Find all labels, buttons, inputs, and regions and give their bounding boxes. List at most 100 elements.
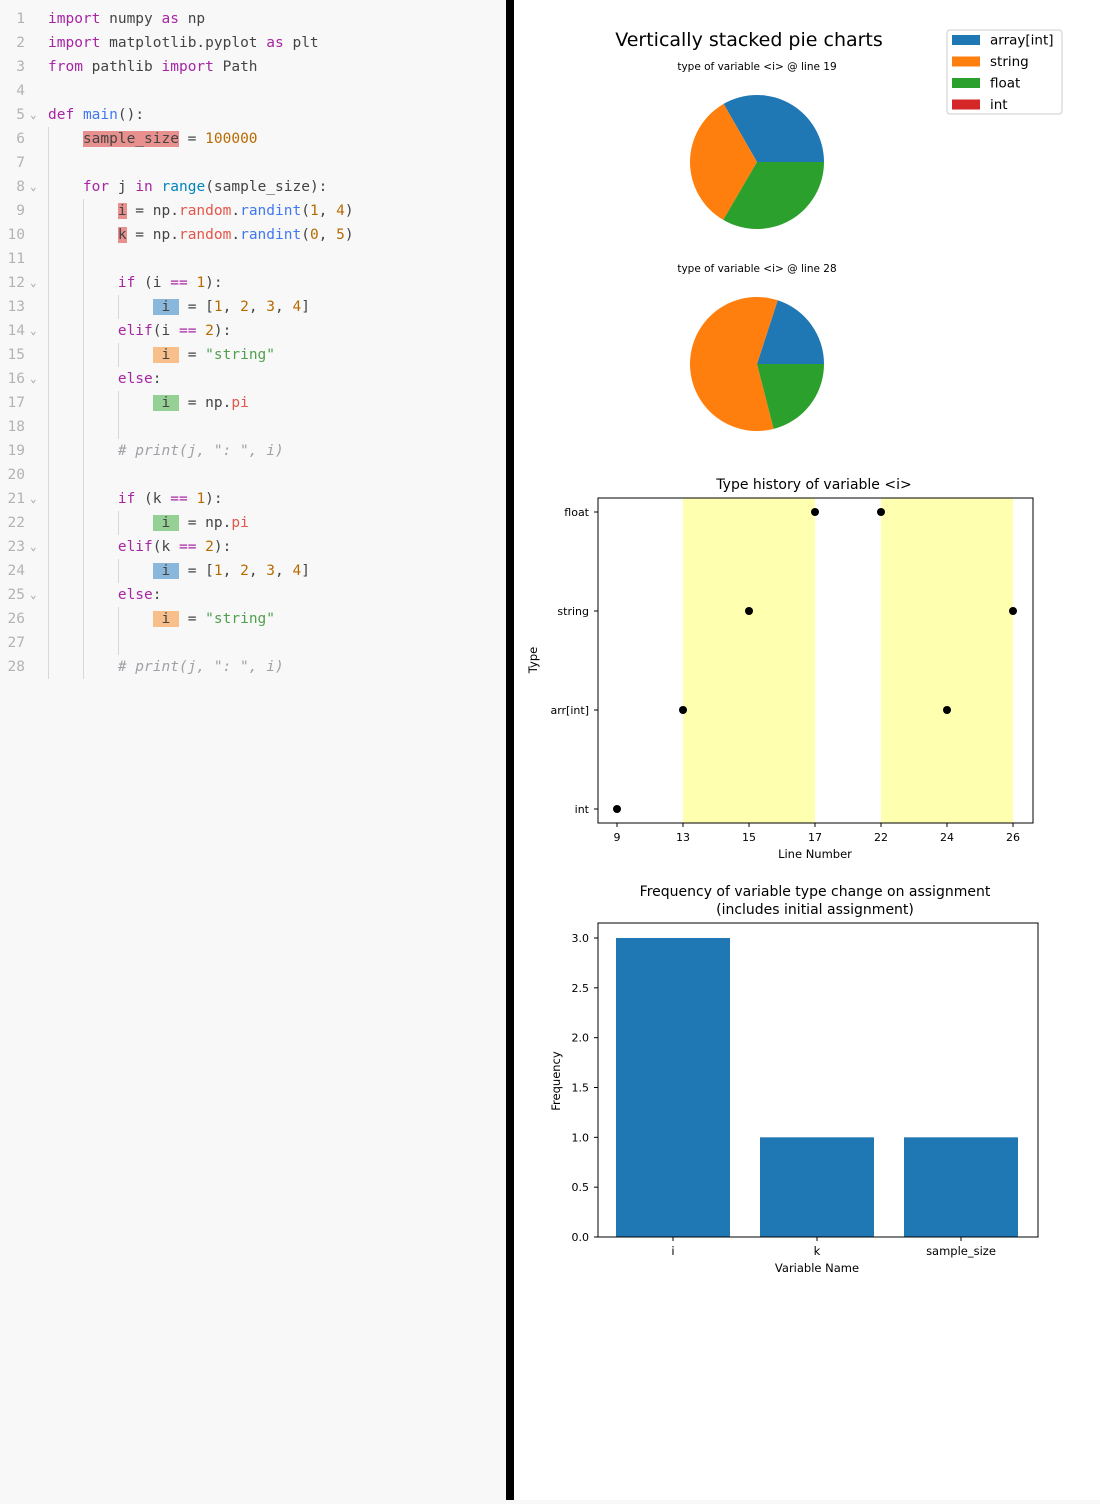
code-token: "string" bbox=[205, 611, 276, 627]
code-token: pi bbox=[231, 515, 249, 531]
code-line[interactable]: 28 # print(j, ": ", i) bbox=[0, 655, 506, 679]
code-token: randint bbox=[240, 203, 302, 219]
code-token bbox=[48, 563, 153, 579]
code-line[interactable]: 7 bbox=[0, 151, 506, 175]
code-line[interactable]: 10 k = np.random.randint(0, 5) bbox=[0, 223, 506, 247]
code-line[interactable]: 25 ⌄ else: bbox=[0, 583, 506, 607]
code-line[interactable]: 4 bbox=[0, 79, 506, 103]
code-token: = bbox=[178, 611, 206, 627]
line-number: 7 bbox=[16, 155, 25, 171]
code-line[interactable]: 19 # print(j, ": ", i) bbox=[0, 439, 506, 463]
fold-chevron-icon[interactable]: ⌄ bbox=[30, 372, 37, 385]
code-line[interactable]: 21 ⌄ if (k == 1): bbox=[0, 487, 506, 511]
code-token: 2 bbox=[205, 323, 214, 339]
fold-chevron-icon[interactable]: ⌄ bbox=[30, 108, 37, 121]
code-token: (): bbox=[117, 107, 145, 123]
code-line[interactable]: 9 i = np.random.randint(1, 4) bbox=[0, 199, 506, 223]
legend-swatch bbox=[952, 35, 980, 45]
indent-guide bbox=[48, 127, 49, 679]
fold-chevron-icon[interactable]: ⌄ bbox=[30, 324, 37, 337]
code-token: (k bbox=[135, 491, 171, 507]
code-text: if (i == 1): bbox=[48, 271, 223, 295]
indent-guide bbox=[118, 607, 119, 655]
code-token: range bbox=[161, 179, 206, 195]
code-token: as bbox=[161, 11, 179, 27]
bar-xlabel: Variable Name bbox=[775, 1261, 859, 1275]
x-tick-label: 26 bbox=[1006, 831, 1020, 844]
code-token: = [ bbox=[178, 563, 214, 579]
code-text: i = np.random.randint(1, 4) bbox=[48, 199, 354, 223]
code-token: elif bbox=[117, 323, 153, 339]
code-editor[interactable]: 1 import numpy as np 2 import matplotlib.py… bbox=[0, 0, 506, 1500]
fold-chevron-icon[interactable]: ⌄ bbox=[30, 492, 37, 505]
code-token: random bbox=[178, 203, 232, 219]
x-tick-label: 24 bbox=[940, 831, 954, 844]
code-line[interactable]: 14 ⌄ elif(i == 2): bbox=[0, 319, 506, 343]
code-token: np bbox=[178, 11, 206, 27]
bar bbox=[760, 1137, 874, 1237]
code-token: : bbox=[152, 587, 162, 603]
code-line[interactable]: 13 i = [1, 2, 3, 4] bbox=[0, 295, 506, 319]
bar-y-tick-label: 1.0 bbox=[572, 1131, 590, 1144]
line-number: 21 bbox=[7, 491, 25, 507]
line-number: 15 bbox=[7, 347, 25, 363]
code-token: 2 bbox=[240, 563, 249, 579]
fold-chevron-icon[interactable]: ⌄ bbox=[30, 276, 37, 289]
code-token: Path bbox=[213, 59, 258, 75]
code-text: def main(): bbox=[48, 103, 144, 127]
code-line[interactable]: 20 bbox=[0, 463, 506, 487]
indent-guide bbox=[118, 559, 119, 583]
code-line[interactable]: 12 ⌄ if (i == 1): bbox=[0, 271, 506, 295]
code-token: == bbox=[178, 323, 197, 339]
highlight-band bbox=[683, 498, 815, 823]
pie-slice bbox=[757, 364, 824, 429]
code-line[interactable]: 1 import numpy as np bbox=[0, 7, 506, 31]
x-tick-label: 13 bbox=[676, 831, 690, 844]
code-line[interactable]: 6 sample_size = 100000 bbox=[0, 127, 506, 151]
code-line[interactable]: 24 i = [1, 2, 3, 4] bbox=[0, 559, 506, 583]
fold-chevron-icon[interactable]: ⌄ bbox=[30, 180, 37, 193]
code-line[interactable]: 18 bbox=[0, 415, 506, 439]
code-token: 4 bbox=[292, 299, 302, 315]
code-line[interactable]: 8 ⌄ for j in range(sample_size): bbox=[0, 175, 506, 199]
code-text: elif(k == 2): bbox=[48, 535, 232, 559]
code-token bbox=[196, 323, 205, 339]
code-line[interactable]: 17 i = np.pi bbox=[0, 391, 506, 415]
code-text: # print(j, ": ", i) bbox=[48, 655, 284, 679]
line-number: 13 bbox=[7, 299, 25, 315]
fold-chevron-icon[interactable]: ⌄ bbox=[30, 540, 37, 553]
code-line[interactable]: 2 import matplotlib.pyplot as plt bbox=[0, 31, 506, 55]
line-number: 23 bbox=[7, 539, 25, 555]
scatter-point bbox=[1009, 607, 1017, 615]
code-line[interactable]: 22 i = np.pi bbox=[0, 511, 506, 535]
type-highlight: i bbox=[152, 299, 179, 315]
line-number: 26 bbox=[7, 611, 25, 627]
code-line[interactable]: 23 ⌄ elif(k == 2): bbox=[0, 535, 506, 559]
code-line[interactable]: 15 i = "string" bbox=[0, 343, 506, 367]
scatter-point bbox=[745, 607, 753, 615]
y-tick-label: int bbox=[575, 803, 590, 816]
pane-divider[interactable] bbox=[506, 0, 514, 1500]
code-line[interactable]: 3 from pathlib import Path bbox=[0, 55, 506, 79]
line-number: 19 bbox=[7, 443, 25, 459]
code-line[interactable]: 11 bbox=[0, 247, 506, 271]
code-token: , bbox=[318, 203, 337, 219]
code-line[interactable]: 5 ⌄ def main(): bbox=[0, 103, 506, 127]
type-highlight: sample_size bbox=[82, 131, 179, 147]
bar-y-tick-label: 2.5 bbox=[572, 982, 590, 995]
pie-subtitle: type of variable <i> @ line 28 bbox=[677, 263, 836, 275]
code-token bbox=[48, 131, 83, 147]
code-line[interactable]: 16 ⌄ else: bbox=[0, 367, 506, 391]
code-text: else: bbox=[48, 583, 162, 607]
scatter-xlabel: Line Number bbox=[778, 847, 852, 861]
fold-chevron-icon[interactable]: ⌄ bbox=[30, 588, 37, 601]
code-token: 1 bbox=[213, 563, 223, 579]
code-text: i = np.pi bbox=[48, 391, 249, 415]
code-token: , bbox=[318, 227, 337, 243]
code-token: = bbox=[178, 347, 206, 363]
code-line[interactable]: 27 bbox=[0, 631, 506, 655]
line-number: 18 bbox=[7, 419, 25, 435]
code-line[interactable]: 26 i = "string" bbox=[0, 607, 506, 631]
line-number: 10 bbox=[7, 227, 25, 243]
code-token: else bbox=[117, 587, 153, 603]
